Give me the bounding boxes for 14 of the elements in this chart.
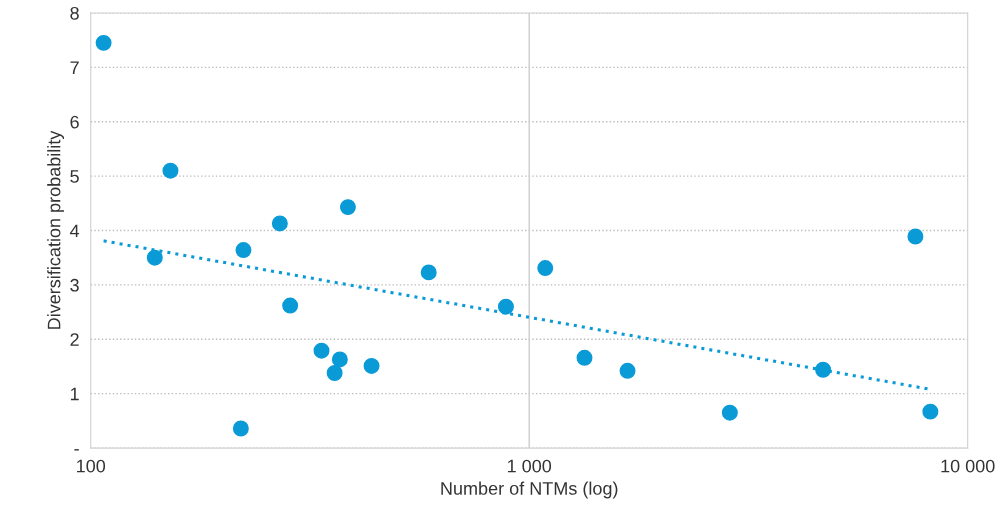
y-tick-label: 5 [70, 170, 79, 183]
y-tick-label: 2 [70, 333, 79, 346]
y-tick-label: 1 [70, 387, 79, 401]
y-axis-title: Diversification probability [47, 130, 65, 329]
y-tick-label: 7 [70, 61, 79, 74]
x-tick-label: 10 000 [941, 459, 995, 473]
x-axis-title: Number of NTMs (log) [441, 481, 618, 499]
y-tick-label: 6 [70, 115, 79, 129]
y-tick-label: 4 [69, 224, 80, 238]
x-tick-label: 1 000 [507, 459, 552, 473]
x-tick-label: 100 [77, 459, 106, 473]
y-tick-label: 8 [70, 6, 79, 20]
y-tick-label: 3 [70, 278, 79, 292]
y-tick-label: - [74, 449, 79, 451]
